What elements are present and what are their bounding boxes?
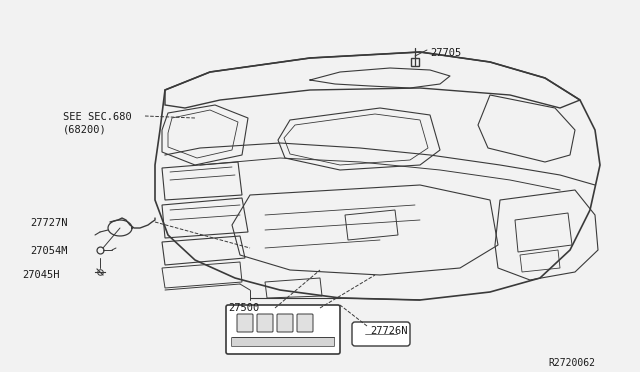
- FancyBboxPatch shape: [226, 305, 340, 354]
- FancyBboxPatch shape: [257, 314, 273, 332]
- Text: 27045H: 27045H: [22, 270, 60, 280]
- Text: (68200): (68200): [63, 124, 107, 134]
- FancyBboxPatch shape: [232, 337, 335, 346]
- FancyBboxPatch shape: [277, 314, 293, 332]
- Text: SEE SEC.680: SEE SEC.680: [63, 112, 132, 122]
- Text: R2720062: R2720062: [548, 358, 595, 368]
- Text: 27500: 27500: [228, 303, 259, 313]
- Text: 27705: 27705: [430, 48, 461, 58]
- FancyBboxPatch shape: [297, 314, 313, 332]
- Text: 27054M: 27054M: [30, 246, 67, 256]
- Text: 27727N: 27727N: [30, 218, 67, 228]
- FancyBboxPatch shape: [237, 314, 253, 332]
- FancyBboxPatch shape: [352, 322, 410, 346]
- Text: 27726N: 27726N: [370, 326, 408, 336]
